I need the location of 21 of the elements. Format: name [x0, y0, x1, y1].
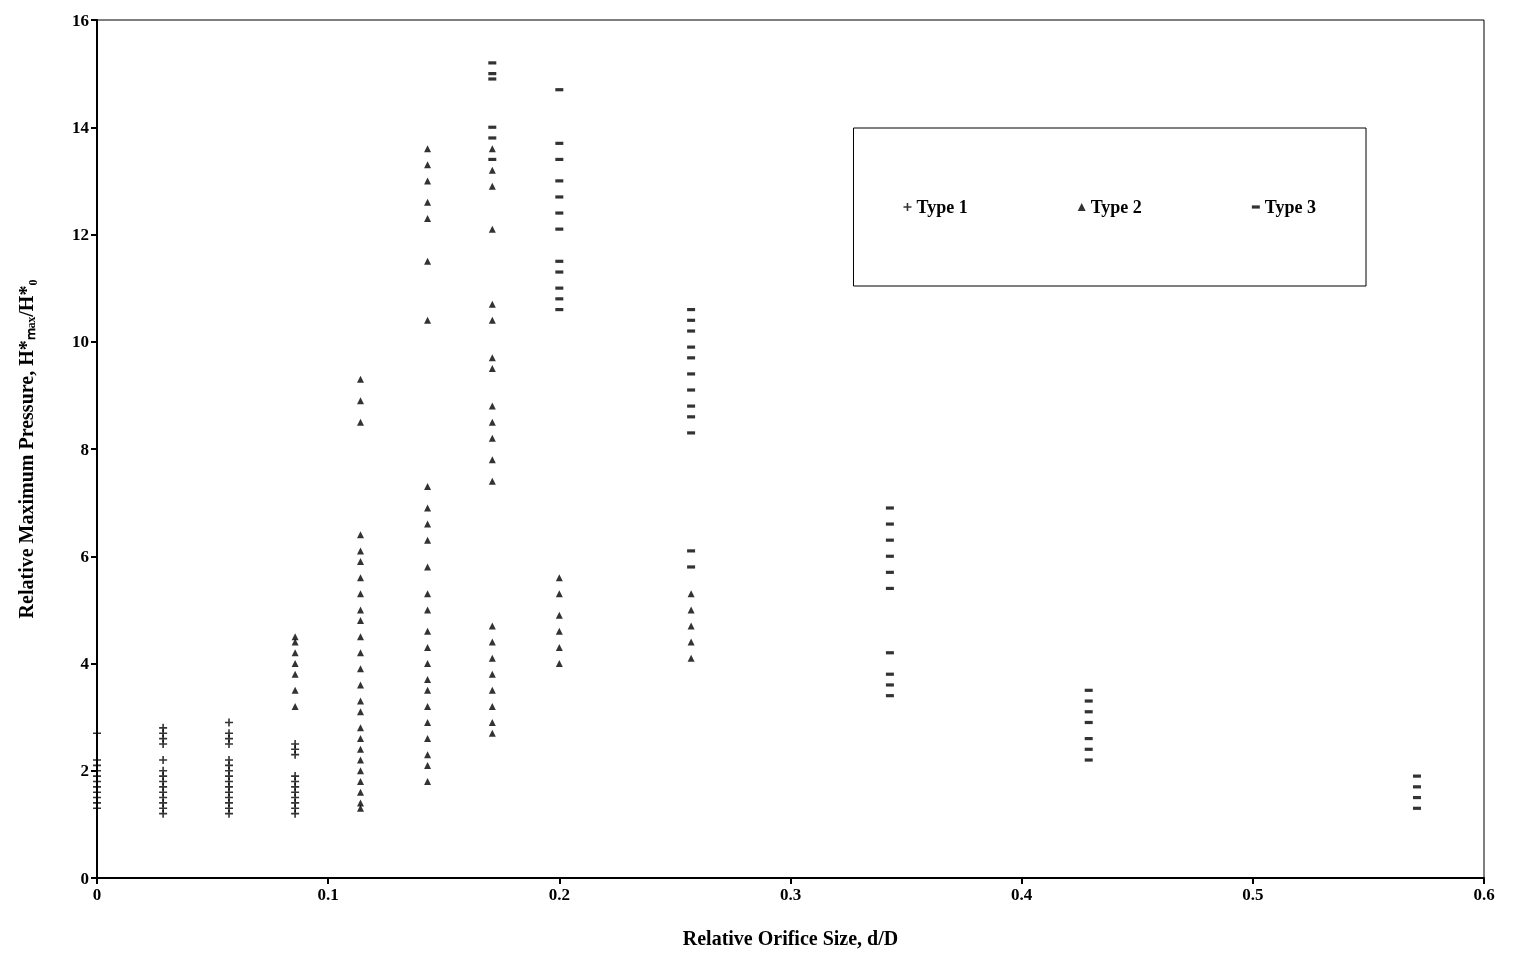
y-tick-label: 10 — [72, 332, 89, 352]
legend-label: Type 1 — [916, 197, 968, 217]
y-tick-label: 16 — [72, 10, 89, 30]
y-tick-label: 6 — [80, 546, 89, 566]
y-tick-label: 2 — [80, 761, 89, 781]
y-tick-label: 0 — [80, 868, 89, 888]
y-axis-title: Relative Maximum Pressure, H*ₘₐₓ/H*₀ — [15, 279, 37, 619]
legend-label: Type 3 — [1264, 197, 1316, 217]
x-tick-label: 0.1 — [317, 885, 339, 904]
x-tick-label: 0 — [92, 885, 102, 904]
x-axis-title: Relative Orifice Size, d/D — [682, 927, 899, 949]
x-tick-label: 0.2 — [548, 885, 570, 904]
x-tick-label: 0.5 — [1242, 885, 1264, 904]
y-tick-label: 4 — [80, 654, 90, 673]
legend-label: Type 2 — [1090, 197, 1142, 217]
y-tick-label: 8 — [80, 439, 89, 459]
x-tick-label: 0.3 — [779, 885, 802, 904]
x-tick-label: 0.4 — [1011, 885, 1033, 904]
y-tick-label: 12 — [72, 225, 89, 244]
y-tick-label: 14 — [72, 117, 90, 137]
x-tick-label: 0.6 — [1473, 885, 1495, 904]
